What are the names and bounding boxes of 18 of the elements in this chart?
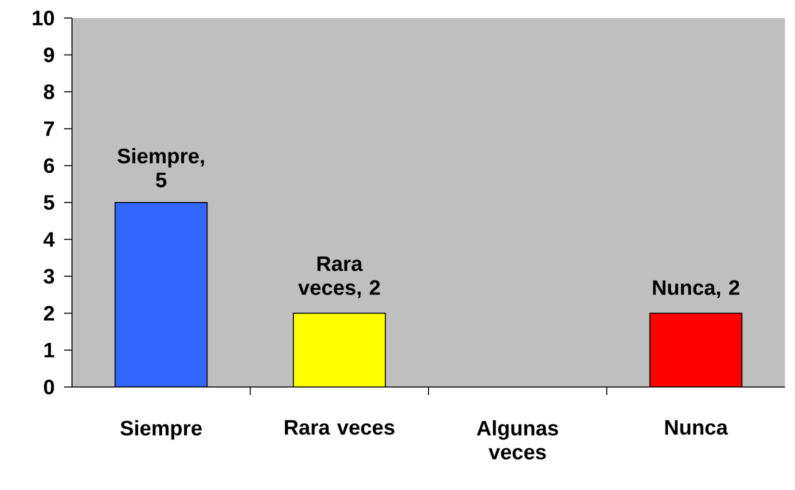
y-tick-label: 1 [44, 342, 54, 358]
y-tick-label: 10 [32, 10, 54, 26]
y-tick-label: 2 [44, 306, 54, 321]
y-tick-label: 7 [44, 122, 54, 136]
data-label: Rara veces, 2 [298, 256, 380, 298]
y-tick-label: 5 [44, 195, 54, 210]
y-tick-label: 4 [44, 232, 55, 247]
y-tick-label: 9 [44, 47, 54, 62]
data-label: Nunca, 2 [653, 280, 740, 298]
x-tick-label: Rara veces [284, 420, 394, 435]
x-tick-label: Siempre [120, 420, 202, 440]
y-tick-label: 8 [44, 84, 54, 100]
x-tick-label: Nunca [665, 420, 728, 435]
x-tick-label: Algunas veces [476, 420, 558, 460]
y-tick-label: 0 [44, 380, 54, 394]
y-tick-label: 6 [44, 158, 54, 174]
data-label: Siempre, 5 [118, 148, 204, 188]
y-tick-label: 3 [44, 268, 54, 284]
